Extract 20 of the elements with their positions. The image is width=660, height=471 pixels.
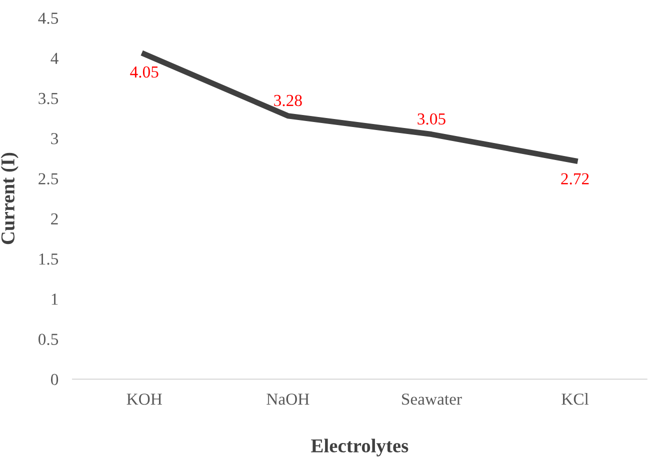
x-tick-label: NaOH bbox=[266, 394, 310, 405]
data-label: 3.05 bbox=[418, 113, 446, 125]
x-tick-label: KCl bbox=[562, 393, 589, 405]
y-tick-label: 0 bbox=[51, 374, 58, 386]
x-tick-label: KOH bbox=[126, 394, 162, 405]
x-axis-title: Electrolytes bbox=[311, 438, 408, 456]
y-tick-label: 3 bbox=[51, 133, 58, 144]
y-tick-label: 2 bbox=[51, 213, 58, 224]
x-tick-label: Seawater bbox=[402, 394, 462, 405]
y-tick-label: 4 bbox=[50, 52, 58, 64]
y-tick-label: 2.5 bbox=[38, 173, 58, 184]
data-label: 4.05 bbox=[130, 66, 158, 78]
y-axis-title: Current (I) bbox=[0, 152, 18, 244]
data-label: 2.72 bbox=[561, 173, 589, 184]
y-tick-label: 0.5 bbox=[38, 334, 58, 346]
data-label: 3.28 bbox=[274, 94, 302, 106]
y-tick-label: 1 bbox=[52, 294, 58, 305]
y-tick-label: 1.5 bbox=[39, 254, 58, 265]
y-tick-label: 4.5 bbox=[38, 12, 58, 24]
y-tick-label: 3.5 bbox=[38, 92, 58, 104]
